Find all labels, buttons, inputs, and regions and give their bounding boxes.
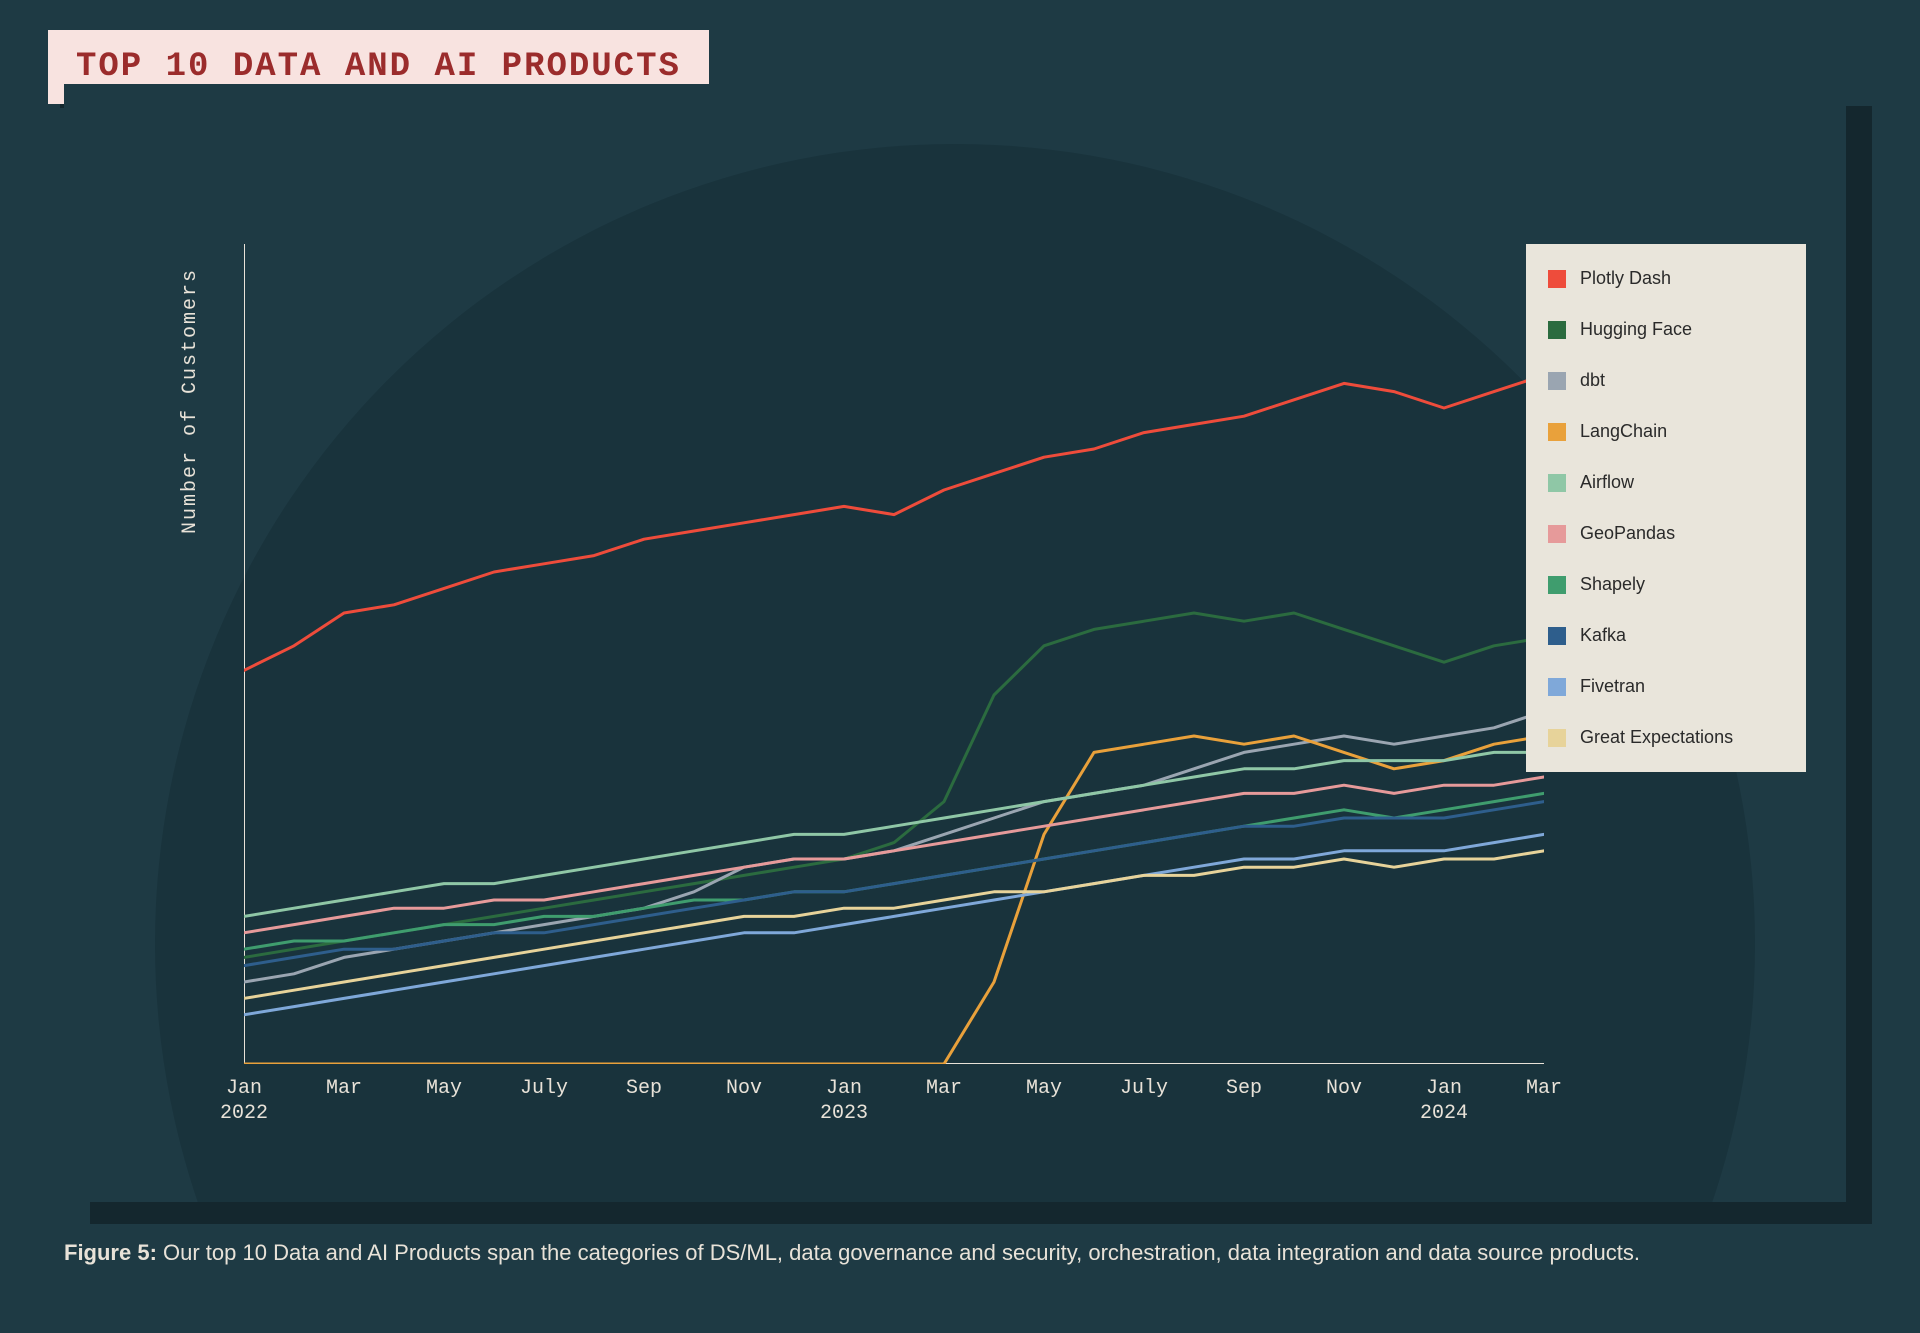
x-tick-label: Jan 2023 [820,1076,868,1126]
legend-item: LangChain [1548,421,1784,442]
x-tick-label: Mar [926,1076,962,1101]
legend-item: GeoPandas [1548,523,1784,544]
legend-swatch [1548,729,1566,747]
x-tick-label: Mar [1526,1076,1562,1101]
x-tick-label: Jan 2024 [1420,1076,1468,1126]
legend-item: Great Expectations [1548,727,1784,748]
y-axis-label: Number of Customers [179,268,202,534]
x-tick-label: May [1026,1076,1062,1101]
legend-item: Hugging Face [1548,319,1784,340]
legend-label: Plotly Dash [1580,268,1671,289]
x-tick-label: Mar [326,1076,362,1101]
legend-label: LangChain [1580,421,1667,442]
legend-swatch [1548,321,1566,339]
x-tick-label: July [1120,1076,1168,1101]
legend: Plotly Dash Hugging Face dbt LangChain Airfl… [1526,244,1806,772]
legend-label: Shapely [1580,574,1645,595]
caption-lead: Figure 5: [64,1240,157,1265]
chart-panel: Jan 2022 Mar May July Sep Nov Jan 2023 Mar May Ju… [64,84,1846,1202]
series-line [244,728,1544,1064]
series-line [244,752,1544,916]
legend-swatch [1548,525,1566,543]
legend-label: Hugging Face [1580,319,1692,340]
x-tick-label: May [426,1076,462,1101]
legend-label: GeoPandas [1580,523,1675,544]
legend-item: dbt [1548,370,1784,391]
legend-label: Great Expectations [1580,727,1733,748]
x-tick-label: Sep [1226,1076,1262,1101]
legend-swatch [1548,270,1566,288]
legend-item: Kafka [1548,625,1784,646]
chart-title: TOP 10 DATA AND AI PRODUCTS [76,48,681,86]
legend-swatch [1548,576,1566,594]
legend-label: Airflow [1580,472,1634,493]
legend-swatch [1548,423,1566,441]
figure-caption: Figure 5: Our top 10 Data and AI Product… [64,1240,1846,1266]
legend-label: dbt [1580,370,1605,391]
legend-swatch [1548,372,1566,390]
caption-text: Our top 10 Data and AI Products span the… [157,1240,1640,1265]
legend-item: Plotly Dash [1548,268,1784,289]
x-tick-label: July [520,1076,568,1101]
legend-item: Shapely [1548,574,1784,595]
x-tick-label: Sep [626,1076,662,1101]
legend-swatch [1548,627,1566,645]
legend-label: Fivetran [1580,676,1645,697]
y-axis-label-container: Number of Customers [179,268,202,534]
x-tick-label: Nov [726,1076,762,1101]
legend-item: Airflow [1548,472,1784,493]
x-tick-label: Jan 2022 [220,1076,268,1126]
legend-item: Fivetran [1548,676,1784,697]
x-axis-ticks: Jan 2022MarMayJulySepNovJan 2023MarMayJu… [244,1076,1544,1136]
x-tick-label: Nov [1326,1076,1362,1101]
line-chart [244,244,1544,1064]
legend-swatch [1548,474,1566,492]
legend-label: Kafka [1580,625,1626,646]
series-line [244,367,1544,670]
legend-swatch [1548,678,1566,696]
